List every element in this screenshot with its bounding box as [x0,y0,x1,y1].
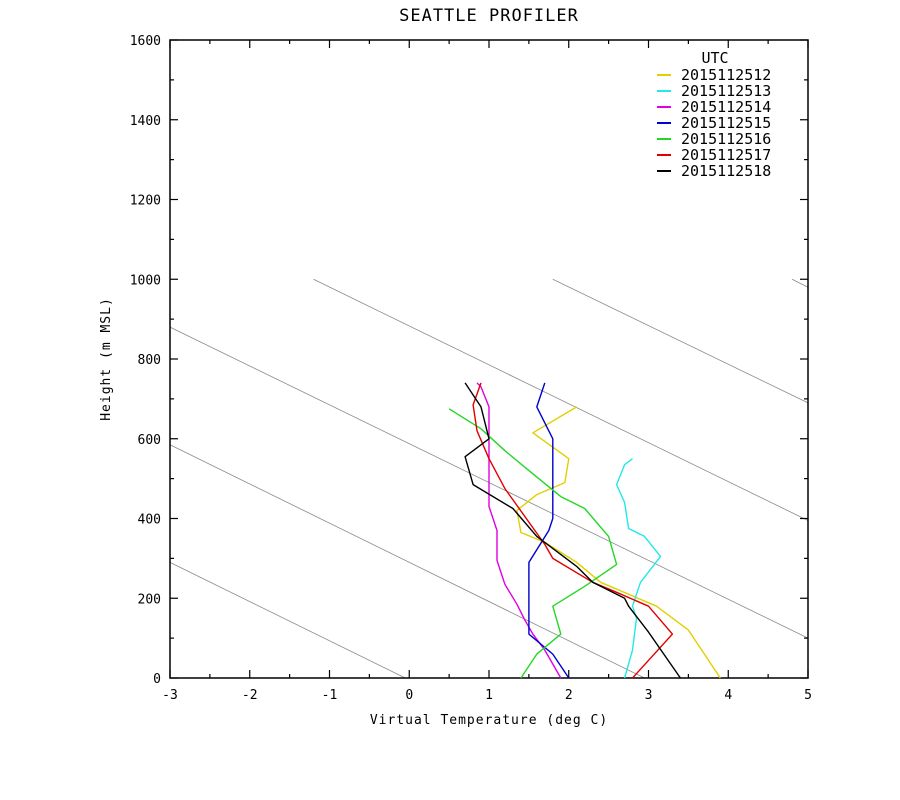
reference-line-3 [313,278,809,521]
series-line-2015112518 [464,382,681,679]
x-tick-label: -1 [322,688,338,703]
reference-line-5 [791,278,809,288]
x-tick-label: 5 [804,688,812,703]
reference-line-0 [169,562,406,679]
series-line-2015112514 [476,382,562,679]
x-tick-label: 1 [485,688,493,703]
x-tick-label: 2 [565,688,573,703]
x-tick-label: -2 [242,688,258,703]
series-line-2015112516 [448,408,618,679]
y-tick-label: 600 [138,433,161,448]
y-tick-label: 200 [138,592,161,607]
x-tick-label: 4 [724,688,732,703]
y-tick-label: 800 [138,353,161,368]
x-tick-label: 3 [645,688,653,703]
y-tick-label: 0 [153,672,161,687]
y-tick-labels: 0 200 400 600 800 1000 1200 1400 1600 [130,34,161,687]
series-line-2015112512 [516,406,721,679]
y-tick-label: 1200 [130,194,161,209]
legend-label: 2015112516 [681,130,771,148]
x-tick-label: 0 [405,688,413,703]
legend-label: 2015112518 [681,162,771,180]
reference-line-1 [169,444,645,679]
legend-label: 2015112517 [681,146,771,164]
legend: UTC 201511251220151125132015112514201511… [657,49,771,180]
series-lines [448,382,721,679]
reference-line-4 [552,278,809,404]
legend-items: 2015112512201511251320151125142015112515… [657,66,771,180]
y-tick-label: 400 [138,513,161,528]
series-line-2015112517 [472,382,674,679]
series-line-2015112513 [615,458,662,679]
x-tick-labels: -3 -2 -1 0 1 2 3 4 5 [162,688,812,703]
legend-title: UTC [701,49,728,67]
x-tick-label: -3 [162,688,178,703]
x-axis-label: Virtual Temperature (deg C) [370,713,608,728]
legend-label: 2015112515 [681,114,771,132]
y-tick-label: 1400 [130,114,161,129]
y-tick-label: 1000 [130,273,161,288]
y-tick-label: 1600 [130,34,161,49]
axis-ticks [169,39,809,679]
legend-label: 2015112514 [681,98,771,116]
legend-label: 2015112513 [681,82,771,100]
chart-title: SEATTLE PROFILER [399,6,579,26]
y-axis-label: Height (m MSL) [99,297,114,421]
legend-label: 2015112512 [681,66,771,84]
